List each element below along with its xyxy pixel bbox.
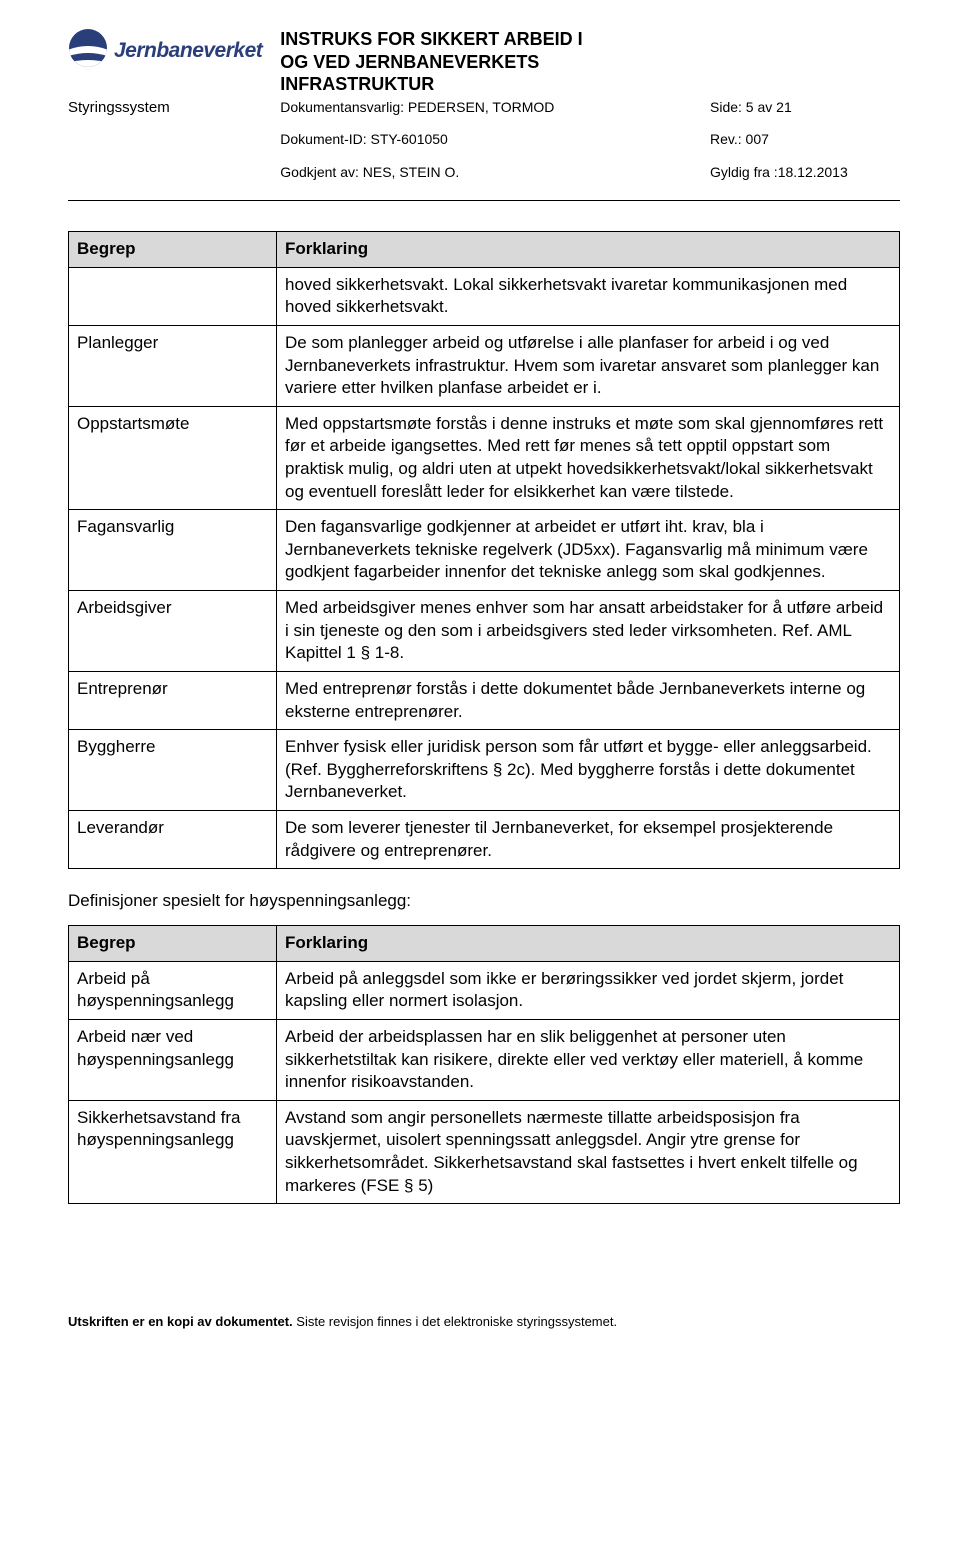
document-header: Jernbaneverket Styringssystem INSTRUKS F… bbox=[68, 28, 900, 182]
def-cell: De som leverer tjenester til Jernbanever… bbox=[277, 810, 900, 868]
meta-grid: Dokumentansvarlig: PEDERSEN, TORMOD Side… bbox=[280, 98, 900, 183]
doc-id: Dokument-ID: STY-601050 bbox=[280, 130, 710, 149]
footer-bold: Utskriften er en kopi av dokumentet. bbox=[68, 1314, 293, 1329]
footer-rest: Siste revisjon finnes i det elektroniske… bbox=[293, 1314, 617, 1329]
table-row: hoved sikkerhetsvakt. Lokal sikkerhetsva… bbox=[69, 267, 900, 325]
table-row: Planlegger De som planlegger arbeid og u… bbox=[69, 326, 900, 407]
table-header-row: Begrep Forklaring bbox=[69, 926, 900, 962]
term-cell: Byggherre bbox=[69, 730, 277, 811]
term-cell: Leverandør bbox=[69, 810, 277, 868]
doc-owner: Dokumentansvarlig: PEDERSEN, TORMOD bbox=[280, 98, 710, 117]
definitions-table-1: Begrep Forklaring hoved sikkerhetsvakt. … bbox=[68, 231, 900, 869]
table-row: Byggherre Enhver fysisk eller juridisk p… bbox=[69, 730, 900, 811]
term-cell bbox=[69, 267, 277, 325]
term-cell: Planlegger bbox=[69, 326, 277, 407]
def-cell: hoved sikkerhetsvakt. Lokal sikkerhetsva… bbox=[277, 267, 900, 325]
def-cell: Med entreprenør forstås i dette dokument… bbox=[277, 671, 900, 729]
header-meta: INSTRUKS FOR SIKKERT ARBEID I OG VED JER… bbox=[280, 28, 900, 182]
section-title: Definisjoner spesielt for høyspenningsan… bbox=[68, 891, 900, 911]
term-cell: Arbeid nær ved høyspenningsanlegg bbox=[69, 1020, 277, 1101]
table-row: Fagansvarlig Den fagansvarlige godkjenne… bbox=[69, 510, 900, 591]
def-cell: Enhver fysisk eller juridisk person som … bbox=[277, 730, 900, 811]
table-row: Leverandør De som leverer tjenester til … bbox=[69, 810, 900, 868]
col-header-term: Begrep bbox=[69, 926, 277, 962]
def-cell: Arbeid der arbeidsplassen har en slik be… bbox=[277, 1020, 900, 1101]
document-title: INSTRUKS FOR SIKKERT ARBEID I OG VED JER… bbox=[280, 28, 900, 96]
page: Jernbaneverket Styringssystem INSTRUKS F… bbox=[0, 0, 960, 1369]
col-header-def: Forklaring bbox=[277, 926, 900, 962]
definitions-table-2: Begrep Forklaring Arbeid på høyspennings… bbox=[68, 925, 900, 1204]
valid-from: Gyldig fra :18.12.2013 bbox=[710, 163, 900, 182]
table-row: Arbeid på høyspenningsanlegg Arbeid på a… bbox=[69, 961, 900, 1019]
def-cell: Med oppstartsmøte forstås i denne instru… bbox=[277, 406, 900, 509]
term-cell: Fagansvarlig bbox=[69, 510, 277, 591]
brand-name: Jernbaneverket bbox=[114, 39, 262, 63]
revision: Rev.: 007 bbox=[710, 130, 900, 149]
table-row: Oppstartsmøte Med oppstartsmøte forstås … bbox=[69, 406, 900, 509]
subsystem-label: Styringssystem bbox=[68, 99, 262, 116]
approved-by: Godkjent av: NES, STEIN O. bbox=[280, 163, 710, 182]
brand: Jernbaneverket bbox=[68, 28, 262, 73]
def-cell: Arbeid på anleggsdel som ikke er berørin… bbox=[277, 961, 900, 1019]
term-cell: Arbeid på høyspenningsanlegg bbox=[69, 961, 277, 1019]
footer: Utskriften er en kopi av dokumentet. Sis… bbox=[68, 1314, 900, 1329]
title-line: INFRASTRUKTUR bbox=[280, 74, 434, 94]
col-header-term: Begrep bbox=[69, 232, 277, 268]
def-cell: Avstand som angir personellets nærmeste … bbox=[277, 1100, 900, 1203]
col-header-def: Forklaring bbox=[277, 232, 900, 268]
page-info: Side: 5 av 21 bbox=[710, 98, 900, 117]
def-cell: Med arbeidsgiver menes enhver som har an… bbox=[277, 591, 900, 672]
title-line: INSTRUKS FOR SIKKERT ARBEID I bbox=[280, 29, 582, 49]
def-cell: Den fagansvarlige godkjenner at arbeidet… bbox=[277, 510, 900, 591]
table-row: Entreprenør Med entreprenør forstås i de… bbox=[69, 671, 900, 729]
brand-logo-icon bbox=[68, 28, 108, 73]
brand-block: Jernbaneverket Styringssystem bbox=[68, 28, 262, 116]
term-cell: Oppstartsmøte bbox=[69, 406, 277, 509]
term-cell: Arbeidsgiver bbox=[69, 591, 277, 672]
header-divider bbox=[68, 200, 900, 201]
table-row: Arbeid nær ved høyspenningsanlegg Arbeid… bbox=[69, 1020, 900, 1101]
table-row: Sikkerhetsavstand fra høyspenningsanlegg… bbox=[69, 1100, 900, 1203]
table-header-row: Begrep Forklaring bbox=[69, 232, 900, 268]
def-cell: De som planlegger arbeid og utførelse i … bbox=[277, 326, 900, 407]
term-cell: Entreprenør bbox=[69, 671, 277, 729]
table-row: Arbeidsgiver Med arbeidsgiver menes enhv… bbox=[69, 591, 900, 672]
title-line: OG VED JERNBANEVERKETS bbox=[280, 52, 539, 72]
term-cell: Sikkerhetsavstand fra høyspenningsanlegg bbox=[69, 1100, 277, 1203]
